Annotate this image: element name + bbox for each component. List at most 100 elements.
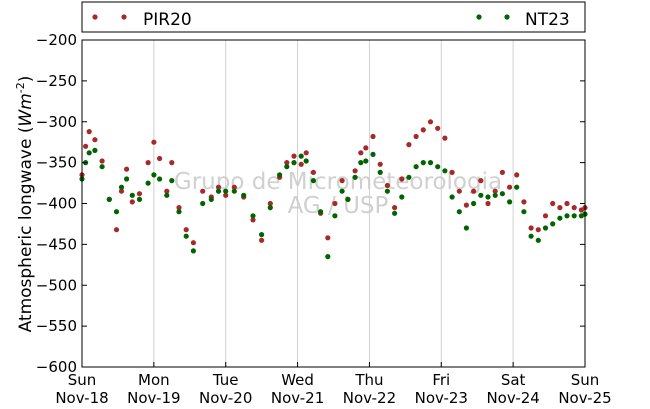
data-point xyxy=(113,209,120,215)
data-point xyxy=(291,160,297,166)
data-point xyxy=(463,202,469,208)
data-point xyxy=(485,200,491,207)
data-point xyxy=(399,194,405,200)
data-point xyxy=(86,150,92,156)
data-point xyxy=(442,168,448,174)
y-tick-label: −250 xyxy=(36,72,77,90)
data-point xyxy=(183,227,189,233)
data-point xyxy=(157,155,163,162)
data-point xyxy=(352,174,358,180)
data-point xyxy=(310,178,316,184)
data-point xyxy=(277,172,283,178)
data-point xyxy=(571,205,577,211)
data-point xyxy=(507,184,513,190)
legend-label-nt23: NT23 xyxy=(525,10,570,30)
data-point xyxy=(420,160,426,166)
x-tick-label-day: Sun xyxy=(68,371,97,389)
y-axis-label-unit: Wm xyxy=(16,93,36,126)
data-point xyxy=(456,209,462,215)
data-point xyxy=(303,158,309,164)
data-point xyxy=(169,160,175,166)
x-tick-label-date: Nov-24 xyxy=(486,389,539,407)
data-point xyxy=(332,200,338,207)
data-point xyxy=(86,129,92,135)
watermark: Grupo de Micrometeorologia AG / USP xyxy=(174,169,502,219)
y-tick-label: −450 xyxy=(36,235,77,253)
data-point xyxy=(571,213,577,219)
data-point xyxy=(176,209,182,215)
axis-ticks: −200−250−300−350−400−450−500−550−600SunN… xyxy=(36,31,612,407)
data-point xyxy=(377,169,383,175)
legend-marker-pir20 xyxy=(92,14,98,20)
data-point xyxy=(485,194,491,200)
data-point xyxy=(550,221,556,227)
data-point xyxy=(370,133,376,140)
data-point xyxy=(267,205,273,211)
data-point xyxy=(435,125,441,131)
x-tick-label-day: Mon xyxy=(138,371,170,389)
x-tick-label-day: Thu xyxy=(354,371,383,389)
data-point xyxy=(124,176,130,182)
data-point xyxy=(136,191,143,197)
data-point xyxy=(363,145,369,151)
x-tick-label-day: Sun xyxy=(571,371,600,389)
data-point xyxy=(499,191,505,197)
data-point xyxy=(231,184,237,190)
data-point xyxy=(151,139,157,145)
data-point xyxy=(392,205,398,211)
data-point xyxy=(145,180,151,186)
data-point xyxy=(564,213,570,219)
y-axis-label: Atmospheric longwave (Wm-2) xyxy=(14,76,36,333)
y-tick-label: −550 xyxy=(36,317,77,335)
data-point xyxy=(190,248,196,254)
data-point xyxy=(499,169,505,175)
data-point xyxy=(507,199,513,205)
data-point xyxy=(157,176,163,182)
data-point xyxy=(99,164,105,170)
data-point xyxy=(478,178,484,184)
x-tick-label-date: Nov-18 xyxy=(55,389,108,407)
data-point xyxy=(478,192,484,198)
data-point xyxy=(535,237,541,243)
data-point xyxy=(92,147,98,153)
x-tick-label-date: Nov-23 xyxy=(415,389,468,407)
legend-marker-nt23 xyxy=(504,14,510,20)
data-point xyxy=(528,233,534,239)
data-point xyxy=(124,166,130,172)
data-point xyxy=(358,150,364,156)
data-series xyxy=(79,119,588,260)
data-point xyxy=(145,160,151,166)
data-point xyxy=(284,160,290,166)
data-point xyxy=(352,168,358,174)
data-point xyxy=(332,213,338,219)
data-point xyxy=(250,213,256,219)
data-point xyxy=(514,172,520,178)
data-point xyxy=(106,196,112,202)
data-point xyxy=(463,225,469,231)
data-point xyxy=(377,161,383,167)
data-point xyxy=(164,188,170,194)
y-tick-label: −350 xyxy=(36,154,77,172)
data-point xyxy=(339,178,345,184)
x-tick-label-date: Nov-25 xyxy=(558,389,611,407)
y-axis-label-exponent: -2 xyxy=(14,82,27,93)
data-point xyxy=(528,225,534,231)
data-point xyxy=(298,161,304,167)
legend-marker-pir20 xyxy=(121,14,127,20)
data-point xyxy=(164,192,170,198)
data-point xyxy=(259,232,265,238)
data-point xyxy=(413,133,419,140)
data-point xyxy=(231,188,237,194)
y-tick-label: −400 xyxy=(36,195,77,213)
data-point xyxy=(442,135,448,141)
x-tick-label-date: Nov-20 xyxy=(199,389,252,407)
vertical-gridlines xyxy=(153,40,514,367)
data-point xyxy=(190,240,196,246)
data-point xyxy=(557,215,563,221)
data-point xyxy=(241,192,247,198)
data-point xyxy=(113,227,120,233)
data-point xyxy=(542,225,549,231)
data-point xyxy=(183,233,189,239)
data-point xyxy=(406,174,412,180)
